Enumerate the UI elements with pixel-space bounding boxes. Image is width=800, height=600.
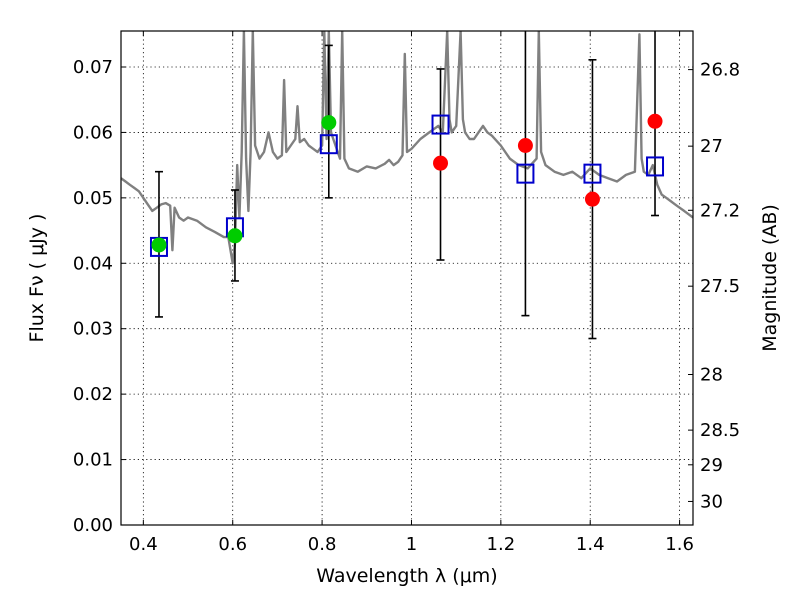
spectrum-line — [121, 31, 693, 265]
y-axis-right: 26.8 27 27.2 27.5 28 28.5 29 30 — [688, 60, 740, 512]
model-photometry-point — [583, 163, 602, 184]
y-axis-left: 0.00 0.01 0.02 0.03 0.04 0.05 0.06 0.07 — [73, 57, 126, 536]
y-tick-label: 0.01 — [73, 450, 113, 471]
right-tick-label: 29 — [700, 455, 723, 476]
right-tick-label: 27.5 — [700, 276, 740, 297]
markers — [149, 113, 665, 257]
y-tick-label: 0.02 — [73, 384, 113, 405]
y-axis-right-label: Magnitude (AB) — [759, 204, 781, 352]
model-photometry-point — [646, 156, 665, 177]
right-tick-label: 27.2 — [700, 200, 740, 221]
y-tick-label: 0.04 — [73, 253, 113, 274]
x-axis: 0.4 0.6 0.8 1 1.2 1.4 1.6 — [129, 31, 694, 555]
right-tick-label: 30 — [700, 491, 723, 512]
model-photometry-point — [516, 163, 535, 184]
x-tick-label: 1.6 — [665, 534, 694, 555]
x-tick-label: 0.8 — [308, 534, 337, 555]
y-axis-label: Flux Fν ( μJy ) — [26, 214, 48, 343]
model-photometry-point — [431, 114, 450, 135]
x-tick-label: 0.4 — [129, 534, 158, 555]
spectrum-layer — [121, 31, 693, 265]
plot-frame — [120, 30, 694, 526]
error-bar — [521, 31, 530, 317]
x-tick-label: 0.6 — [218, 534, 247, 555]
right-tick-label: 26.8 — [700, 60, 740, 81]
observed-point — [227, 228, 243, 244]
observed-point — [433, 155, 449, 171]
observed-point — [151, 237, 167, 253]
y-tick-label: 0.07 — [73, 57, 113, 78]
x-tick-label: 1.4 — [576, 534, 605, 555]
y-tick-label: 0.05 — [73, 188, 113, 209]
y-tick-label: 0.00 — [73, 515, 113, 536]
x-axis-label: Wavelength λ (μm) — [316, 565, 497, 587]
observed-point — [517, 138, 533, 154]
x-tick-label: 1 — [406, 534, 417, 555]
right-tick-label: 28.5 — [700, 420, 740, 441]
error-bars — [154, 31, 660, 340]
y-tick-label: 0.03 — [73, 319, 113, 340]
observed-point — [584, 191, 600, 207]
model-photometry-point — [319, 134, 338, 155]
right-tick-label: 28 — [700, 365, 723, 386]
y-tick-label: 0.06 — [73, 122, 113, 143]
x-tick-label: 1.2 — [487, 534, 516, 555]
right-tick-label: 27 — [700, 136, 723, 157]
observed-point — [321, 115, 337, 131]
observed-point — [647, 113, 663, 129]
